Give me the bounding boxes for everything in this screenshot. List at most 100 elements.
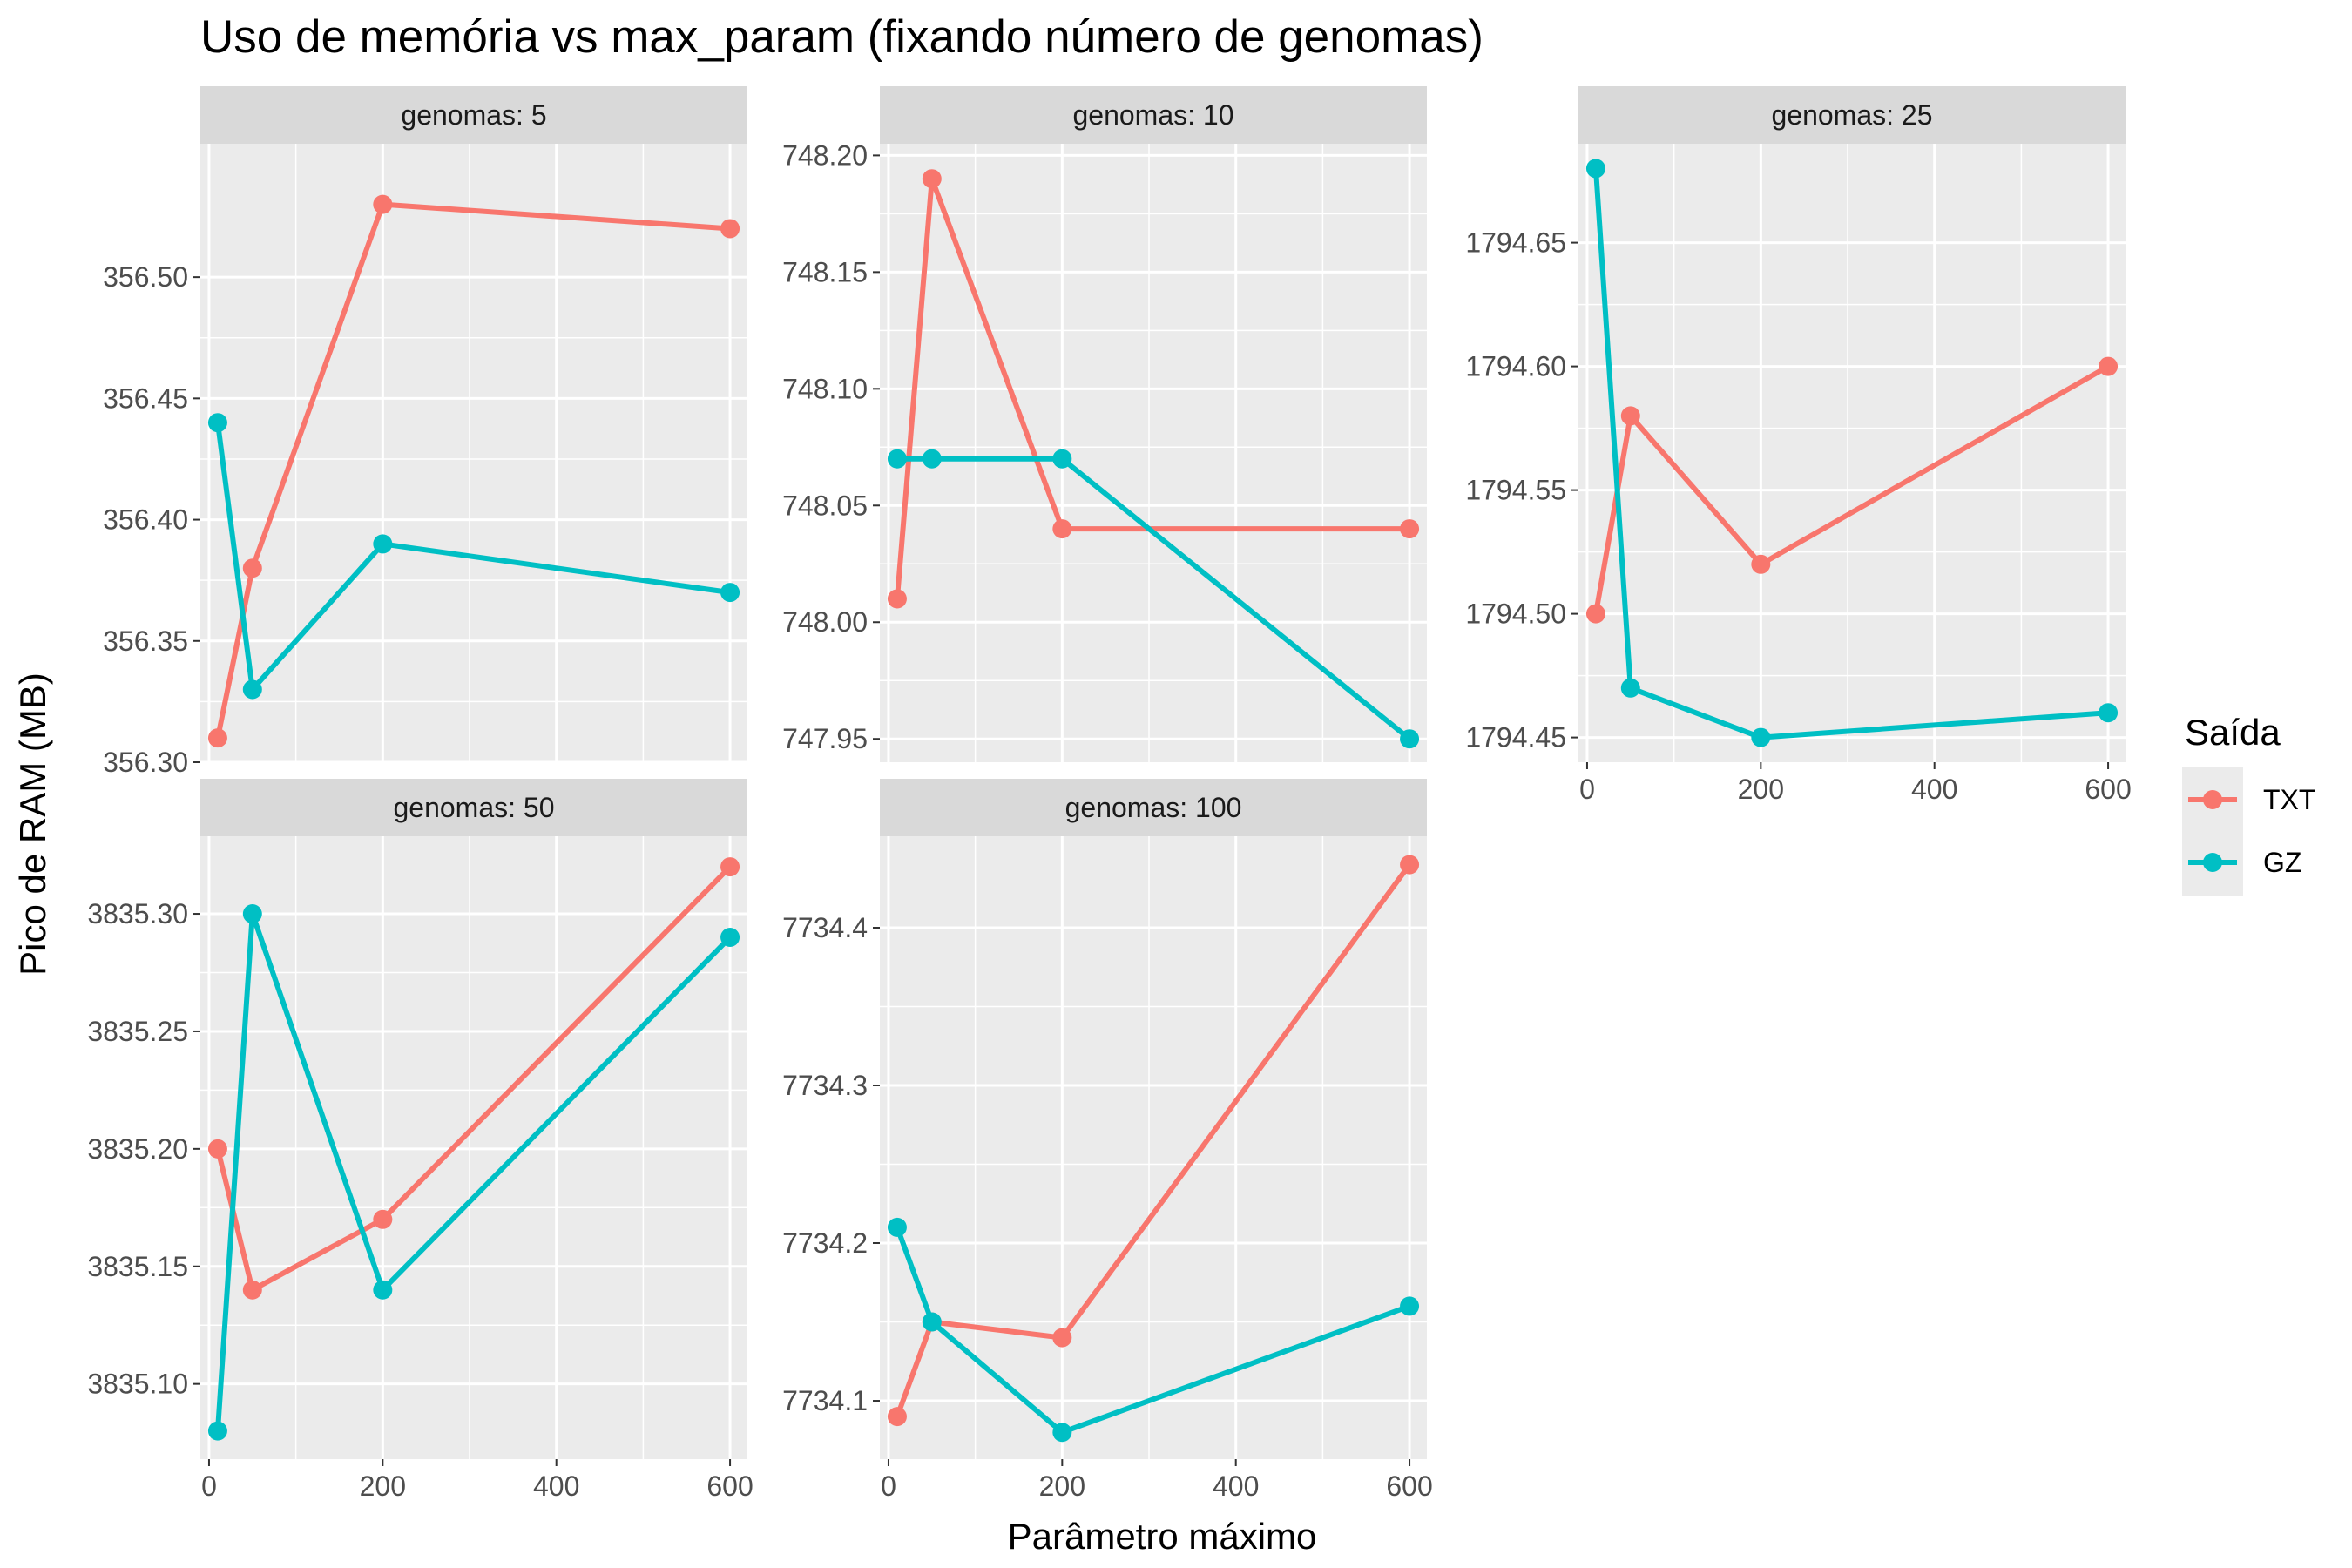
data-point-txt: [887, 589, 907, 609]
x-tick-label: 0: [201, 1470, 217, 1502]
y-tick-label: 356.40: [103, 504, 188, 536]
legend-key-point: [2203, 790, 2222, 809]
data-point-gz: [720, 928, 740, 948]
x-tick-label: 400: [533, 1470, 579, 1502]
data-point-txt: [2099, 356, 2119, 376]
facet-strip-label: genomas: 25: [1771, 99, 1932, 131]
data-point-gz: [207, 1421, 227, 1441]
data-point-gz: [207, 413, 227, 433]
x-tick-label: 400: [1911, 774, 1957, 805]
facet-strip: [200, 779, 747, 836]
series-line-txt: [214, 864, 733, 1293]
series-line-gz: [214, 420, 733, 693]
data-point-gz: [1751, 727, 1771, 747]
data-point-gz: [2099, 703, 2119, 723]
facet-panel: genomas: 100 7734.1 7734.2 7734.3 7734.4 0 200…: [782, 779, 1433, 1502]
facet-strip: [880, 779, 1427, 836]
data-point-gz: [1585, 159, 1605, 179]
x-tick-label: 600: [706, 1470, 753, 1502]
data-point-gz: [922, 449, 942, 469]
y-tick-label: 747.95: [782, 723, 868, 754]
data-point-gz: [1052, 449, 1072, 469]
data-point-gz: [242, 904, 262, 924]
y-tick-label: 3835.10: [87, 1369, 188, 1400]
y-tick-label: 748.05: [782, 490, 868, 521]
facet-strip-label: genomas: 50: [393, 792, 554, 823]
legend-title: Saída: [2185, 712, 2281, 753]
y-tick-label: 3835.15: [87, 1251, 188, 1282]
facet-panel: genomas: 50 3835.10 3835.15 3835.20 3835.25 3…: [87, 779, 754, 1502]
facet-strip: [1578, 86, 2126, 144]
data-point-txt: [1052, 519, 1072, 539]
facet-strip-label: genomas: 5: [401, 99, 546, 131]
facet-panel: genomas: 10 747.95 748.00 748.05 748.10 748.1…: [782, 86, 1427, 762]
x-tick-label: 0: [881, 1470, 896, 1502]
data-point-gz: [720, 583, 740, 603]
x-tick-label: 0: [1579, 774, 1595, 805]
x-tick-label: 200: [1039, 1470, 1085, 1502]
data-point-gz: [922, 1312, 942, 1332]
data-point-txt: [1400, 855, 1420, 875]
data-point-gz: [1052, 1423, 1072, 1443]
x-tick-label: 400: [1213, 1470, 1259, 1502]
x-tick-label: 200: [360, 1470, 406, 1502]
series-line-gz: [1592, 166, 2112, 740]
data-point-txt: [242, 558, 262, 578]
data-point-gz: [1620, 678, 1640, 698]
y-tick-label: 7734.1: [782, 1385, 868, 1416]
legend-label: GZ: [2263, 847, 2301, 878]
series-line-txt: [894, 176, 1413, 602]
x-tick-label: 600: [2085, 774, 2131, 805]
y-axis-title: Pico de RAM (MB): [12, 672, 53, 976]
data-point-gz: [373, 534, 393, 554]
series-line-txt: [1592, 363, 2112, 617]
x-tick-label: 200: [1738, 774, 1784, 805]
series-line-gz: [214, 911, 733, 1434]
y-tick-label: 7734.3: [782, 1070, 868, 1101]
x-tick-label: 600: [1386, 1470, 1432, 1502]
data-point-txt: [1751, 554, 1771, 574]
y-tick-label: 748.10: [782, 373, 868, 404]
series-line-gz: [894, 456, 1413, 742]
data-point-txt: [242, 1280, 262, 1300]
facet-panel: genomas: 25 1794.45 1794.50 1794.55 1794.60 1…: [1465, 86, 2132, 805]
panel-background: [880, 836, 1427, 1459]
data-point-txt: [373, 194, 393, 214]
facet-strip-label: genomas: 10: [1072, 99, 1233, 131]
y-tick-label: 1794.65: [1465, 227, 1566, 259]
series-line-txt: [214, 201, 733, 741]
data-point-txt: [887, 1407, 907, 1427]
panel-background: [200, 144, 747, 762]
panel-background: [1578, 144, 2126, 762]
data-point-txt: [720, 219, 740, 239]
y-tick-label: 3835.25: [87, 1016, 188, 1047]
data-point-txt: [720, 857, 740, 877]
data-point-gz: [1400, 1296, 1420, 1316]
facet-panels: genomas: 5 356.30 356.35 356.40 356.45 356.50…: [87, 86, 2132, 1502]
y-tick-label: 748.20: [782, 139, 868, 171]
facet-strip-label: genomas: 100: [1065, 792, 1242, 823]
y-tick-label: 1794.55: [1465, 475, 1566, 506]
facet-strip: [880, 86, 1427, 144]
data-point-gz: [1400, 729, 1420, 749]
facet-strip: [200, 86, 747, 144]
data-point-txt: [207, 728, 227, 748]
y-tick-label: 1794.60: [1465, 351, 1566, 382]
data-point-txt: [1400, 519, 1420, 539]
y-tick-label: 7734.4: [782, 912, 868, 943]
chart-title: Uso de memória vs max_param (fixando núm…: [200, 11, 1484, 63]
legend: Saída TXT GZ: [2182, 712, 2315, 896]
y-tick-label: 7734.2: [782, 1227, 868, 1259]
data-point-txt: [207, 1139, 227, 1159]
series-line-gz: [894, 1224, 1413, 1436]
y-tick-label: 356.35: [103, 625, 188, 657]
series-line-txt: [894, 862, 1413, 1420]
data-point-gz: [887, 449, 907, 469]
data-point-gz: [887, 1217, 907, 1237]
data-point-txt: [1620, 406, 1640, 426]
y-tick-label: 3835.20: [87, 1133, 188, 1165]
y-tick-label: 1794.45: [1465, 722, 1566, 754]
data-point-txt: [1585, 604, 1605, 624]
data-point-gz: [373, 1280, 393, 1300]
